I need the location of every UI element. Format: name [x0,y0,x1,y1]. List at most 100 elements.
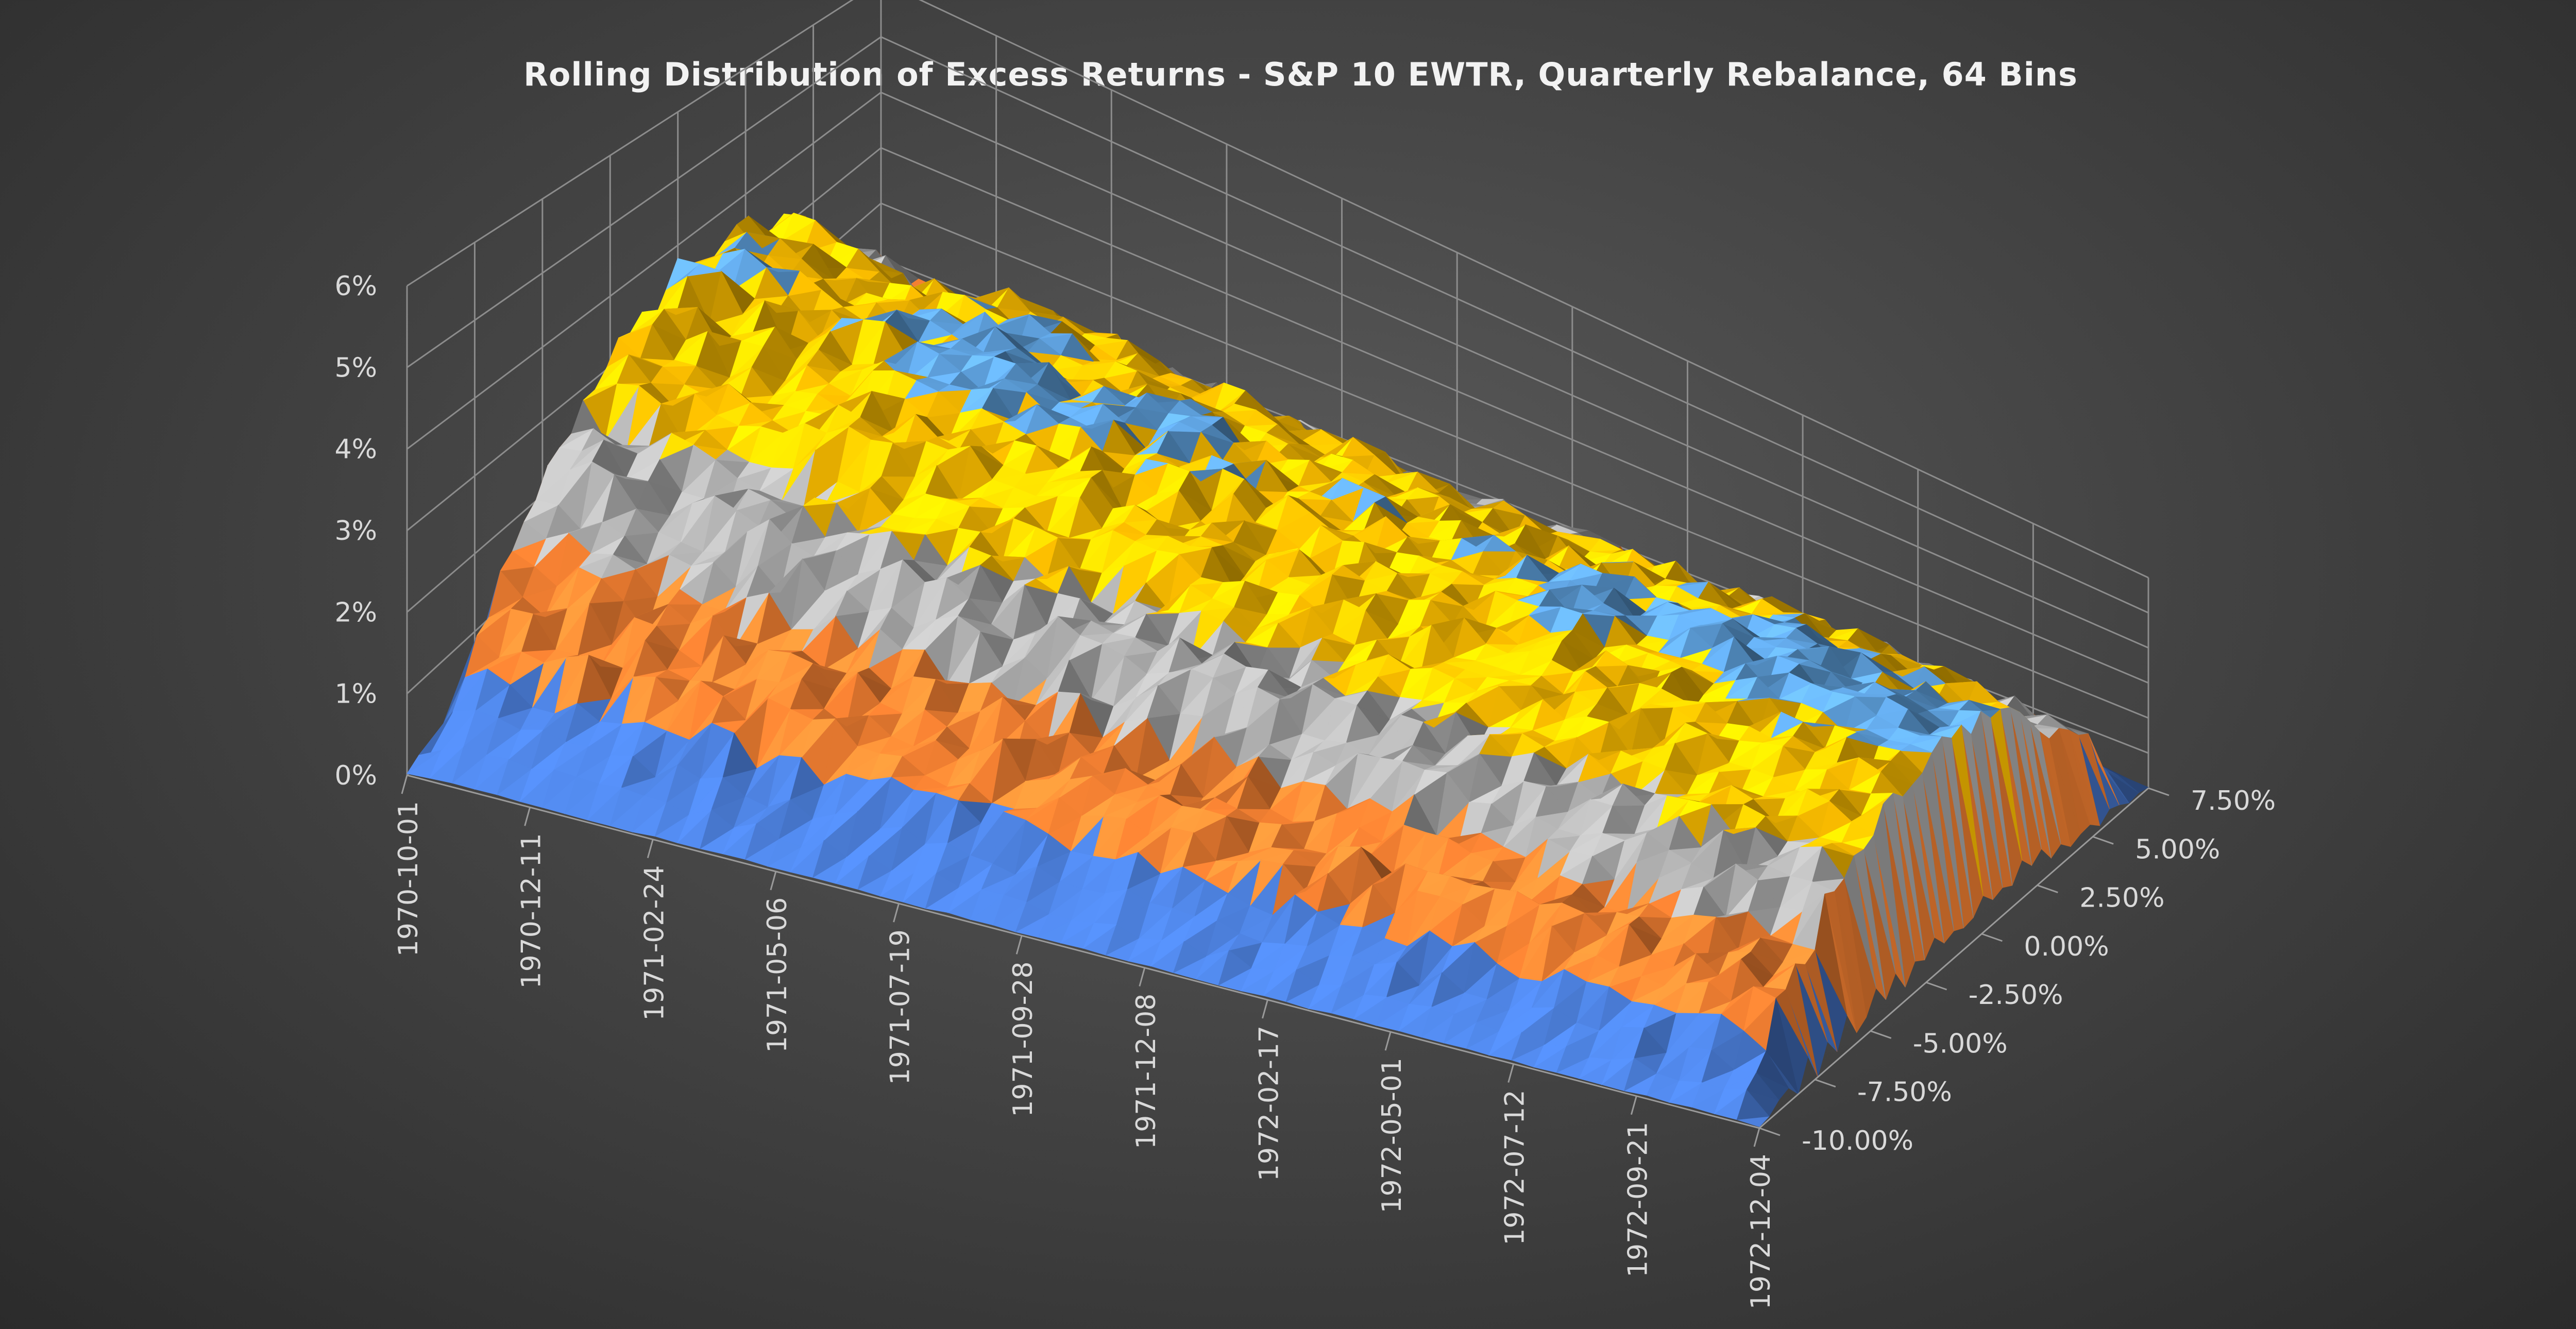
surface-facet [1592,603,1625,616]
surface-facet [1126,353,1160,377]
surface-facet [1212,382,1246,417]
surface-facet [1849,648,1881,654]
surface-facet [1005,348,1039,364]
surface-facet [1844,696,1877,733]
surface-facet [796,331,831,360]
surface-facet [1517,589,1550,601]
y-tick-mark [1981,933,2003,942]
x-tick-mark [1384,1031,1392,1051]
surface-facet [1374,496,1408,523]
surface-facet [1515,551,1548,560]
z-tick-label: 4% [335,434,378,465]
surface-facet [1980,710,2013,885]
surface-facet [1601,561,1634,563]
surface-facet [765,300,799,313]
surface-facet [964,295,998,308]
x-tick-label: 1971-09-28 [1008,961,1039,1117]
surface-facet [918,320,953,343]
surface-facet [1113,420,1147,449]
surface-facet [1916,681,1948,704]
surface-facet [972,351,1006,356]
surface-facet [1071,365,1105,382]
surface-facet [781,213,816,242]
surface-facet [1854,693,1887,697]
x-tick-label: 1972-05-01 [1377,1058,1408,1213]
surface-facet [1775,638,1808,650]
surface-facet [1801,683,1834,704]
x-tick-mark [1630,1096,1637,1115]
surface-facet [806,349,841,372]
surface-facet [1450,538,1484,560]
surface-facet [709,270,743,325]
surface-facet [1515,524,1548,562]
surface-facet [896,310,930,321]
surface-facet [1908,709,1940,728]
surface-facet [1309,459,1343,473]
surface-facet [1571,584,1604,616]
y-tick-mark [2037,884,2058,893]
surface-facet [1495,591,1528,597]
surface-facet [1084,332,1117,334]
surface-facet [2097,761,2129,804]
surface-facet [1804,613,1837,631]
surface-facet [1439,496,1472,509]
surface-facet [876,299,910,303]
surface-facet [1482,507,1515,538]
surface-facet [1363,474,1396,497]
x-tick-label: 1970-10-01 [393,801,424,957]
surface-facet [1191,382,1224,398]
surface-facet [1170,385,1203,395]
surface-facet [1570,564,1603,581]
surface-facet [1690,623,1723,628]
surface-facet [1851,652,1883,679]
surface-facet [1730,599,1762,610]
surface-facet [1745,656,1778,666]
surface-facet [1048,362,1082,397]
surface-facet [1094,337,1128,346]
z-tick-label: 0% [335,760,378,791]
surface-facet [1636,635,1669,645]
surface-facet [1876,696,1909,716]
surface-facet [1148,376,1181,386]
surface-facet [1103,386,1137,397]
x-tick-label: 1972-12-04 [1745,1154,1776,1309]
surface-facet [1945,681,1977,687]
surface-facet [828,369,862,384]
surface-facet [905,342,940,382]
surface-facet [916,377,950,385]
z-tick-label: 1% [335,679,378,710]
surface-facet [856,278,890,283]
y-tick-mark [1870,1030,1892,1039]
surface-facet [1743,637,1776,649]
surface-facet [1211,468,1245,512]
surface-plot [406,212,2149,1128]
surface-facet [1004,363,1039,385]
surface-facet [1222,442,1256,466]
surface-facet [1408,555,1442,577]
surface-facet [1212,412,1245,426]
surface-facet [1037,404,1070,418]
surface-facet [1582,610,1615,617]
z-tick-label: 5% [335,352,378,383]
back-wall-gridline [880,202,2149,719]
surface-facet [1385,487,1418,499]
y-tick-mark [2148,787,2170,796]
surface-facet [1189,468,1223,482]
surface-facet [1179,399,1213,413]
chart-title: Rolling Distribution of Excess Returns -… [523,56,2078,93]
surface-facet [1568,535,1600,540]
surface-facet [1102,419,1136,456]
surface-facet [1320,525,1353,536]
surface-facet [1833,687,1865,694]
surface-facet [1211,417,1245,450]
surface-facet [818,331,853,366]
surface-facet [960,355,994,372]
surface-facet [721,271,755,299]
surface-facet [1777,656,1809,661]
surface-facet [1516,554,1549,583]
surface-facet [1407,517,1440,523]
surface-facet [1860,652,1893,672]
surface-facet [1798,660,1832,672]
